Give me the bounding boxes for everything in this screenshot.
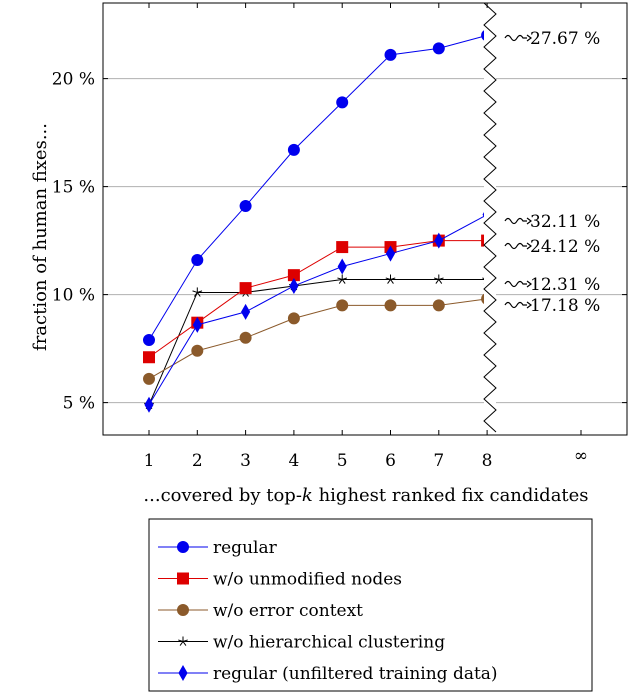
data-point	[144, 396, 154, 413]
legend-marker	[178, 664, 188, 682]
x-axis-title-k: k	[302, 485, 313, 506]
data-point	[287, 312, 300, 325]
legend-entry: w/o error context	[158, 601, 363, 621]
y-tick-label: 20 %	[52, 70, 95, 90]
data-point	[239, 331, 252, 344]
legend-entry: regular (unfiltered training data)	[158, 664, 498, 684]
series-line	[148, 278, 488, 405]
data-point	[239, 282, 252, 295]
infinity-annotations: 27.67 % 32.11 % 24.12 % 12.31 %17.18 %	[504, 29, 600, 316]
plot-frame	[102, 2, 628, 436]
x-axis-title-prefix: ...covered by top-	[143, 485, 302, 506]
data-point	[432, 299, 445, 312]
infinity-value-label: 17.18 %	[530, 296, 600, 316]
x-tick-label: 6	[385, 451, 396, 471]
data-point	[432, 42, 445, 55]
y-axis-title: fraction of human fixes...	[30, 123, 51, 351]
data-point	[434, 232, 444, 249]
legend-marker	[177, 572, 189, 585]
data-point	[287, 143, 300, 156]
grid-lines	[103, 78, 627, 404]
legend-entry: w/o unmodified nodes	[158, 570, 402, 590]
x-tick-label: ∞	[574, 446, 588, 466]
series-0	[143, 29, 494, 346]
legend-marker	[178, 636, 188, 646]
data-point	[191, 254, 204, 267]
x-tick-label: 5	[337, 451, 348, 471]
series-line	[148, 34, 488, 341]
x-tick-label: 7	[433, 451, 444, 471]
infinity-annotation: 32.11 %	[504, 212, 600, 232]
data-point	[336, 96, 349, 109]
infinity-annotation: 27.67 %	[504, 29, 600, 49]
data-point	[384, 48, 397, 61]
infinity-value-label: 32.11 %	[530, 212, 600, 232]
infinity-annotation: 12.31 %	[504, 275, 600, 295]
data-point	[433, 274, 444, 284]
data-point	[336, 241, 349, 254]
infinity-annotation: 24.12 %	[504, 237, 600, 257]
data-point	[385, 274, 396, 284]
data-point	[143, 333, 155, 346]
data-point	[384, 299, 397, 312]
infinity-value-label: 24.12 %	[530, 237, 600, 257]
y-tick-label: 5 %	[63, 394, 95, 414]
infinity-value-label: 27.67 %	[530, 29, 600, 49]
data-point	[143, 351, 155, 364]
data-point	[143, 372, 155, 385]
axis-break-gap	[484, 4, 496, 434]
legend-label: w/o error context	[213, 601, 363, 621]
legend-label: regular	[213, 538, 278, 558]
series-line	[148, 298, 488, 380]
legend: regular w/o unmodified nodes w/o error con…	[148, 518, 593, 692]
series-2	[143, 292, 494, 385]
data-point	[239, 200, 252, 213]
legend-entry: w/o hierarchical clustering	[158, 633, 445, 653]
legend-label: w/o unmodified nodes	[213, 570, 402, 590]
x-axis-title: ...covered by top-k highest ranked fix c…	[143, 485, 588, 506]
y-tick-label: 10 %	[52, 286, 95, 306]
x-tick-label: 3	[240, 451, 251, 471]
data-point	[191, 344, 204, 357]
axis-break	[483, 2, 497, 434]
infinity-value-label: 12.31 %	[530, 275, 600, 295]
data-point	[192, 316, 202, 333]
data-point	[289, 277, 299, 294]
legend-box	[148, 518, 593, 692]
data-point	[385, 245, 396, 262]
data-point	[337, 274, 348, 284]
legend-label: w/o hierarchical clustering	[213, 633, 445, 653]
legend-marker	[177, 604, 189, 616]
legend-marker	[177, 541, 189, 553]
x-tick-label: 4	[288, 451, 299, 471]
data-point	[337, 258, 347, 275]
x-tick-label: 8	[482, 451, 493, 471]
tick-marks: 5 % 10 % 15 % 20 % 1 2 3 4 5 6 7 8 ∞	[52, 3, 627, 471]
x-tick-label: 1	[144, 451, 155, 471]
axis-break-zigzag	[483, 2, 497, 433]
legend-entry: regular	[158, 538, 278, 558]
series-layer	[143, 29, 494, 413]
data-point	[336, 299, 349, 312]
series-line	[148, 240, 488, 358]
infinity-annotation: 17.18 %	[504, 296, 600, 316]
data-point	[192, 287, 203, 297]
data-point	[241, 303, 251, 320]
series-line	[148, 214, 488, 406]
x-axis-title-suffix: highest ranked fix candidates	[313, 485, 589, 506]
x-tick-label: 2	[192, 451, 203, 471]
legend-label: regular (unfiltered training data)	[213, 664, 498, 684]
y-tick-label: 15 %	[52, 178, 95, 198]
